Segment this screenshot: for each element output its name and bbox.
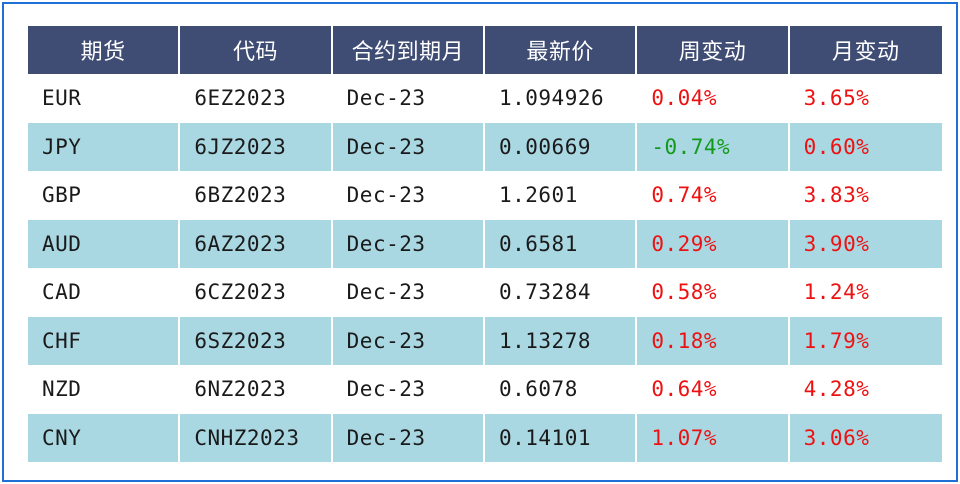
cell-last-price: 0.73284 bbox=[498, 280, 591, 305]
cell-month-change: 3.65% bbox=[803, 86, 870, 111]
cell-last-price: 1.13278 bbox=[485, 316, 638, 365]
cell-week-change: 0.18% bbox=[637, 316, 790, 365]
cell-last-price: 0.00669 bbox=[485, 122, 638, 171]
cell-future: CAD bbox=[42, 280, 82, 305]
cell-month-change: 1.79% bbox=[803, 328, 870, 353]
cell-month-change: 1.24% bbox=[803, 280, 870, 305]
cell-month-change: 3.90% bbox=[803, 231, 870, 256]
header-month-change: 月变动 bbox=[789, 26, 942, 74]
cell-month-change: 0.60% bbox=[803, 134, 870, 159]
cell-code: 6CZ2023 bbox=[194, 280, 287, 305]
cell-expiry: Dec-23 bbox=[346, 86, 426, 111]
cell-code: 6SZ2023 bbox=[180, 316, 333, 365]
cell-code: 6AZ2023 bbox=[180, 219, 333, 268]
table-row: JPY 6JZ2023 Dec-23 0.00669 -0.74% 0.60% bbox=[28, 122, 942, 171]
cell-expiry: Dec-23 bbox=[346, 377, 426, 402]
cell-code: 6NZ2023 bbox=[194, 377, 287, 402]
header-future: 期货 bbox=[28, 26, 181, 74]
table-row: CNY CNHZ2023 Dec-23 0.14101 1.07% 3.06% bbox=[28, 413, 942, 462]
table-row: GBP 6BZ2023 Dec-23 1.2601 0.74% 3.83% bbox=[28, 171, 942, 220]
cell-week-change: 0.04% bbox=[651, 86, 718, 111]
cell-code: 6BZ2023 bbox=[194, 183, 287, 208]
table-row: NZD 6NZ2023 Dec-23 0.6078 0.64% 4.28% bbox=[28, 365, 942, 414]
header-expiry: 合约到期月 bbox=[332, 26, 485, 74]
cell-expiry: Dec-23 bbox=[333, 219, 485, 268]
cell-expiry: Dec-23 bbox=[333, 413, 485, 462]
table-row: CAD 6CZ2023 Dec-23 0.73284 0.58% 1.24% bbox=[28, 268, 942, 317]
cell-week-change: 0.58% bbox=[651, 280, 718, 305]
cell-month-change: 4.28% bbox=[803, 377, 870, 402]
cell-last-price: 0.6581 bbox=[485, 219, 638, 268]
cell-future: AUD bbox=[28, 219, 181, 268]
table-header: 期货 代码 合约到期月 最新价 周变动 月变动 bbox=[28, 26, 942, 74]
cell-week-change: 1.07% bbox=[637, 413, 790, 462]
cell-future: GBP bbox=[42, 183, 82, 208]
cell-expiry: Dec-23 bbox=[333, 122, 485, 171]
cell-future: NZD bbox=[42, 377, 82, 402]
cell-month-change: 3.83% bbox=[803, 183, 870, 208]
cell-code: 6JZ2023 bbox=[180, 122, 333, 171]
cell-expiry: Dec-23 bbox=[346, 280, 426, 305]
cell-code: 6EZ2023 bbox=[194, 86, 287, 111]
header-code: 代码 bbox=[180, 26, 333, 74]
cell-future: EUR bbox=[42, 86, 82, 111]
cell-expiry: Dec-23 bbox=[333, 316, 485, 365]
cell-last-price: 1.094926 bbox=[498, 86, 605, 111]
cell-future: CHF bbox=[28, 316, 181, 365]
cell-expiry: Dec-23 bbox=[346, 183, 426, 208]
cell-future: JPY bbox=[28, 122, 181, 171]
table-row: CHF 6SZ2023 Dec-23 1.13278 0.18% 1.79% bbox=[28, 316, 942, 365]
header-week-change: 周变动 bbox=[637, 26, 790, 74]
cell-week-change: 0.74% bbox=[651, 183, 718, 208]
cell-last-price: 1.2601 bbox=[498, 183, 578, 208]
cell-week-change: 0.29% bbox=[637, 219, 790, 268]
cell-future: CNY bbox=[28, 413, 181, 462]
cell-week-change: 0.64% bbox=[651, 377, 718, 402]
cell-code: CNHZ2023 bbox=[180, 413, 333, 462]
header-last-price: 最新价 bbox=[484, 26, 638, 74]
cell-week-change: -0.74% bbox=[637, 122, 790, 171]
cell-last-price: 0.6078 bbox=[498, 377, 578, 402]
table-row: EUR 6EZ2023 Dec-23 1.094926 0.04% 3.65% bbox=[28, 74, 942, 123]
futures-table: 期货 代码 合约到期月 最新价 周变动 月变动 EUR 6EZ2023 Dec-… bbox=[28, 26, 942, 462]
cell-month-change: 3.06% bbox=[803, 425, 870, 450]
cell-last-price: 0.14101 bbox=[485, 413, 638, 462]
table-row: AUD 6AZ2023 Dec-23 0.6581 0.29% 3.90% bbox=[28, 219, 942, 268]
